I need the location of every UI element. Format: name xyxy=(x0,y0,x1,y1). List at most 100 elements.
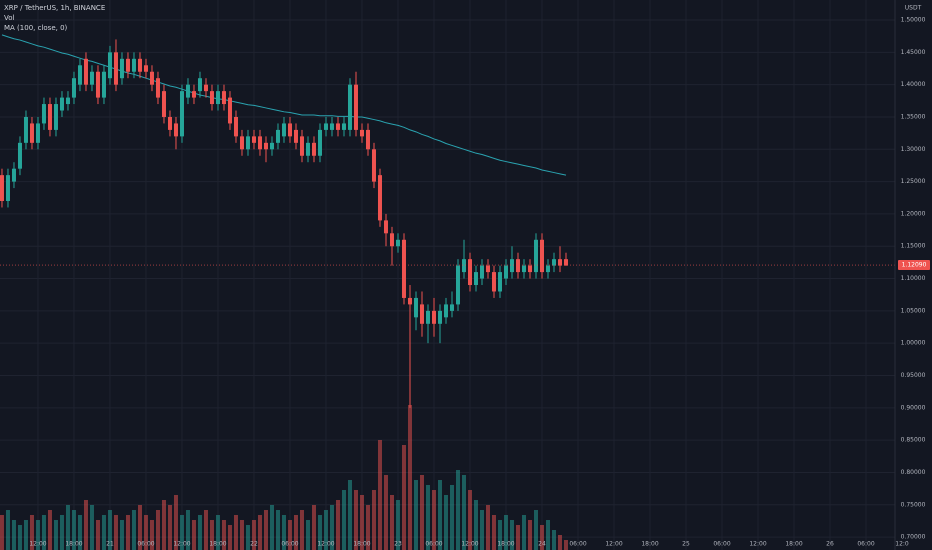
volume-bar xyxy=(461,475,466,550)
volume-bar xyxy=(59,515,64,550)
x-tick-label: 06:00 xyxy=(569,541,586,548)
volume-bar xyxy=(0,515,4,550)
volume-bar xyxy=(413,480,418,550)
y-tick-label: 0.75000 xyxy=(901,501,926,508)
candle-body xyxy=(77,65,82,85)
volume-bar xyxy=(11,520,16,550)
volume-bar xyxy=(341,490,346,550)
candle-body xyxy=(83,58,88,85)
candle-body xyxy=(251,136,256,143)
volume-bar xyxy=(347,480,352,550)
volume-bar xyxy=(377,440,382,550)
volume-bar xyxy=(335,500,340,550)
y-tick-label: 1.30000 xyxy=(901,146,926,153)
y-tick-label: 0.90000 xyxy=(901,404,926,411)
volume-bar xyxy=(395,500,400,550)
volume-bar xyxy=(425,485,430,550)
candle-body xyxy=(515,259,520,273)
candle-body xyxy=(41,104,46,124)
candle-body xyxy=(317,129,322,156)
candle-body xyxy=(275,129,280,143)
ma-layer xyxy=(1,34,567,176)
candle-body xyxy=(221,91,226,105)
volume-bar xyxy=(209,520,214,550)
volume-bar xyxy=(281,515,286,550)
x-tick-label: 06:00 xyxy=(425,541,442,548)
candle-body xyxy=(239,136,244,150)
volume-bar xyxy=(299,510,304,550)
candle-body xyxy=(95,71,100,98)
volume-bar xyxy=(95,520,100,550)
candle-body xyxy=(0,175,4,201)
candle-body xyxy=(209,91,214,105)
volume-bar xyxy=(233,515,238,550)
symbol-title[interactable]: XRP / TetherUS, 1h, BINANCE xyxy=(4,4,105,12)
candle-body xyxy=(173,123,178,137)
candle-body xyxy=(131,58,136,72)
volume-bar xyxy=(215,515,220,550)
x-tick-label: 23 xyxy=(394,541,402,548)
candle-body xyxy=(431,310,436,324)
volume-bar xyxy=(251,520,256,550)
volume-bar xyxy=(29,515,34,550)
x-tick-label: 06:00 xyxy=(137,541,154,548)
candle-body xyxy=(389,233,394,247)
x-tick-label: 12:00 xyxy=(29,541,46,548)
candle-body xyxy=(521,265,526,273)
candle-body xyxy=(299,136,304,156)
volume-bar xyxy=(263,510,268,550)
x-tick-label: 21 xyxy=(106,541,114,548)
volume-bar xyxy=(119,520,124,550)
y-tick-label: 1.40000 xyxy=(901,81,926,88)
volume-bar xyxy=(365,505,370,550)
volume-bar xyxy=(293,515,298,550)
volume-bar xyxy=(149,520,154,550)
volume-bar xyxy=(359,495,364,550)
volume-bar xyxy=(563,540,568,550)
x-tick-label: 26 xyxy=(826,541,834,548)
candle-body xyxy=(215,91,220,105)
last-price-label: 1.12090 xyxy=(902,262,927,269)
candle-body xyxy=(197,78,202,92)
volume-bar xyxy=(17,525,22,550)
volume-bar xyxy=(47,510,52,550)
candle-body xyxy=(227,97,232,124)
candle-body xyxy=(203,84,208,92)
x-tick-label: 12:00 xyxy=(605,541,622,548)
indicator-label[interactable]: Vol xyxy=(4,14,15,22)
candle-body xyxy=(11,168,16,182)
volume-bar xyxy=(23,520,28,550)
volume-bar xyxy=(371,490,376,550)
candle-body xyxy=(233,116,238,137)
x-tick-label: 12:0 xyxy=(895,541,909,548)
candle-body xyxy=(269,142,274,150)
indicator-label[interactable]: MA (100, close, 0) xyxy=(4,24,68,32)
volume-bar xyxy=(485,505,490,550)
volume-bar xyxy=(257,515,262,550)
volume-bar xyxy=(143,515,148,550)
x-tick-label: 18:00 xyxy=(785,541,802,548)
candle-body xyxy=(413,297,418,318)
candle-body xyxy=(563,259,568,266)
volume-bar xyxy=(473,500,478,550)
volume-bar xyxy=(5,510,10,550)
volume-bar xyxy=(167,505,172,550)
last-price-box xyxy=(898,260,930,271)
y-tick-label: 1.50000 xyxy=(901,17,926,24)
x-tick-label: 22 xyxy=(250,541,258,548)
volume-bar xyxy=(53,520,58,550)
x-tick-label: 24 xyxy=(538,541,546,548)
candle-body xyxy=(527,265,532,273)
volume-bar xyxy=(503,515,508,550)
volume-bar xyxy=(449,485,454,550)
grid xyxy=(0,0,895,550)
x-tick-label: 18:00 xyxy=(209,541,226,548)
candle-body xyxy=(161,91,166,117)
candle-body xyxy=(5,175,10,201)
volume-bar xyxy=(515,525,520,550)
volume-bar xyxy=(107,510,112,550)
volume-bar xyxy=(155,510,160,550)
candle-body xyxy=(179,91,184,137)
candle-body xyxy=(485,265,490,273)
candles xyxy=(0,39,568,408)
